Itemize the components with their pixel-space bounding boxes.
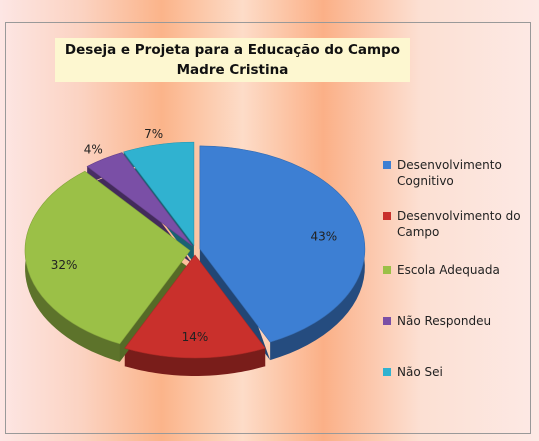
data-label: 14% bbox=[182, 330, 209, 344]
legend-item: Escola Adequada bbox=[383, 262, 528, 278]
slice bbox=[124, 254, 266, 359]
legend-swatch bbox=[383, 368, 391, 376]
slice bbox=[123, 141, 195, 247]
legend-label: Não Respondeu bbox=[397, 314, 492, 328]
slice-side bbox=[124, 348, 266, 376]
slice bbox=[199, 145, 366, 343]
legend-item: Não Sei bbox=[383, 364, 528, 380]
legend-label: Não Sei bbox=[397, 365, 443, 379]
slice bbox=[86, 152, 193, 247]
data-label: 4% bbox=[84, 142, 103, 156]
legend-item: Desenvolvimento Cognitivo bbox=[383, 157, 528, 189]
legend-item: Não Respondeu bbox=[383, 313, 528, 329]
data-label: 32% bbox=[51, 258, 78, 272]
legend-label: Desenvolvimento do Campo bbox=[397, 209, 521, 239]
legend-swatch bbox=[383, 212, 391, 220]
legend-label: Desenvolvimento Cognitivo bbox=[397, 158, 502, 188]
chart-frame bbox=[5, 22, 531, 434]
data-label: 43% bbox=[310, 230, 337, 244]
slice-side bbox=[25, 171, 120, 362]
title-box: Deseja e Projeta para a Educação do Camp… bbox=[55, 38, 410, 82]
legend-swatch bbox=[383, 266, 391, 274]
chart-title: Deseja e Projeta para a Educação do Camp… bbox=[64, 42, 401, 58]
legend-item: Desenvolvimento do Campo bbox=[383, 208, 528, 240]
data-label: 7% bbox=[144, 127, 163, 141]
slice bbox=[24, 170, 191, 345]
legend-swatch bbox=[383, 317, 391, 325]
legend-label: Escola Adequada bbox=[397, 263, 500, 277]
legend-swatch bbox=[383, 161, 391, 169]
chart-title: Madre Cristina bbox=[176, 62, 289, 78]
